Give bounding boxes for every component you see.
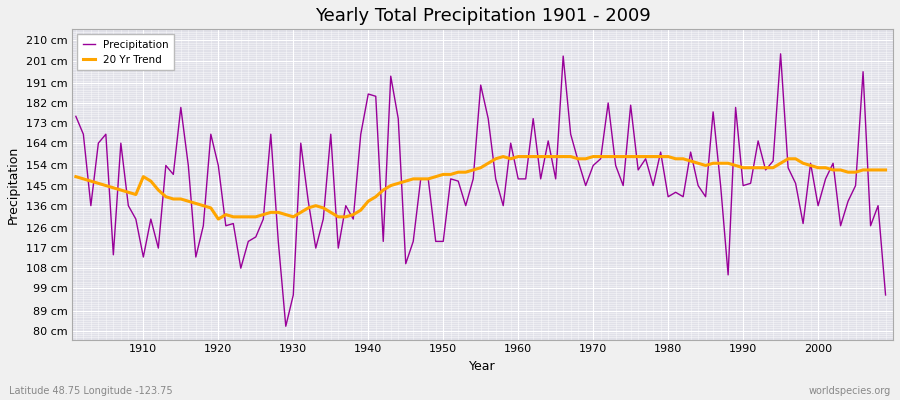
Text: worldspecies.org: worldspecies.org [809,386,891,396]
20 Yr Trend [130,192,141,197]
Precipitation [880,292,891,297]
20 Yr Trend [527,154,538,159]
Precipitation [610,163,621,168]
20 Yr Trend [520,154,531,159]
Text: Latitude 48.75 Longitude -123.75: Latitude 48.75 Longitude -123.75 [9,386,173,396]
X-axis label: Year: Year [469,360,496,373]
Precipitation [303,199,314,204]
Precipitation [520,176,531,181]
Precipitation [281,324,292,329]
20 Yr Trend [498,154,508,159]
20 Yr Trend [70,174,81,179]
Precipitation [348,217,359,222]
Legend: Precipitation, 20 Yr Trend: Precipitation, 20 Yr Trend [77,34,175,70]
20 Yr Trend [348,212,359,217]
Y-axis label: Precipitation: Precipitation [7,145,20,224]
20 Yr Trend [213,217,224,222]
20 Yr Trend [617,154,628,159]
Precipitation [775,52,786,56]
Title: Yearly Total Precipitation 1901 - 2009: Yearly Total Precipitation 1901 - 2009 [315,7,651,25]
20 Yr Trend [303,206,314,210]
Precipitation [513,176,524,181]
Line: 20 Yr Trend: 20 Yr Trend [76,156,886,219]
20 Yr Trend [880,168,891,172]
Precipitation [130,217,141,222]
Precipitation [70,114,81,119]
Line: Precipitation: Precipitation [76,54,886,326]
